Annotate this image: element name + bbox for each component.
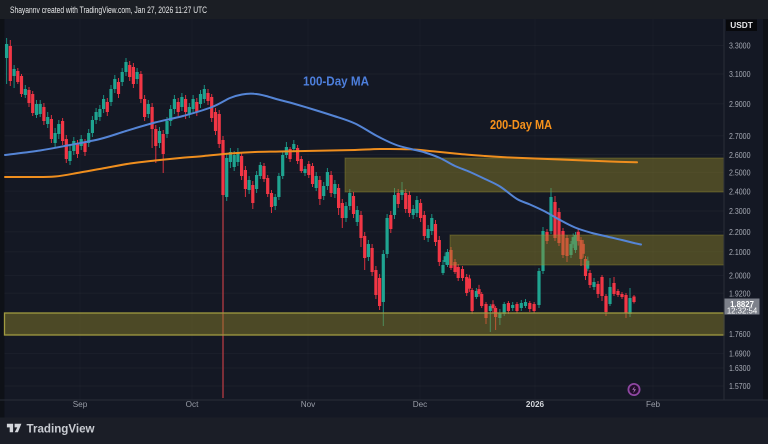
- svg-text:1.5700: 1.5700: [729, 381, 751, 391]
- svg-text:100-Day MA: 100-Day MA: [303, 75, 369, 89]
- svg-text:Feb: Feb: [646, 400, 661, 409]
- svg-text:2.5000: 2.5000: [729, 168, 751, 178]
- svg-text:Oct: Oct: [186, 400, 199, 409]
- svg-text:1.6300: 1.6300: [729, 363, 751, 373]
- svg-text:2.6000: 2.6000: [729, 150, 751, 160]
- svg-text:2.0000: 2.0000: [729, 271, 751, 281]
- svg-text:Dec: Dec: [413, 400, 428, 409]
- svg-text:TradingView: TradingView: [27, 422, 96, 435]
- svg-text:1.7600: 1.7600: [729, 329, 751, 339]
- svg-text:3.1000: 3.1000: [729, 69, 751, 79]
- svg-text:3.3000: 3.3000: [729, 41, 751, 51]
- svg-text:2026: 2026: [526, 400, 545, 409]
- svg-text:Nov: Nov: [301, 400, 316, 409]
- svg-text:12:32:54: 12:32:54: [727, 307, 758, 316]
- svg-text:2.2000: 2.2000: [729, 227, 751, 237]
- svg-text:2.7000: 2.7000: [729, 131, 751, 141]
- svg-text:1.9200: 1.9200: [729, 288, 751, 298]
- svg-text:1.6900: 1.6900: [729, 349, 751, 359]
- svg-text:2.9000: 2.9000: [729, 99, 751, 109]
- svg-text:1.8827: 1.8827: [730, 300, 754, 309]
- svg-text:Shayannv created with TradingV: Shayannv created with TradingView.com, J…: [10, 4, 207, 15]
- svg-text:2.4000: 2.4000: [729, 186, 751, 196]
- svg-text:Sep: Sep: [73, 400, 88, 409]
- svg-text:2.3000: 2.3000: [729, 206, 751, 216]
- svg-text:200-Day MA: 200-Day MA: [490, 118, 552, 132]
- svg-text:2.1000: 2.1000: [729, 247, 751, 257]
- svg-text:USDT: USDT: [730, 20, 753, 30]
